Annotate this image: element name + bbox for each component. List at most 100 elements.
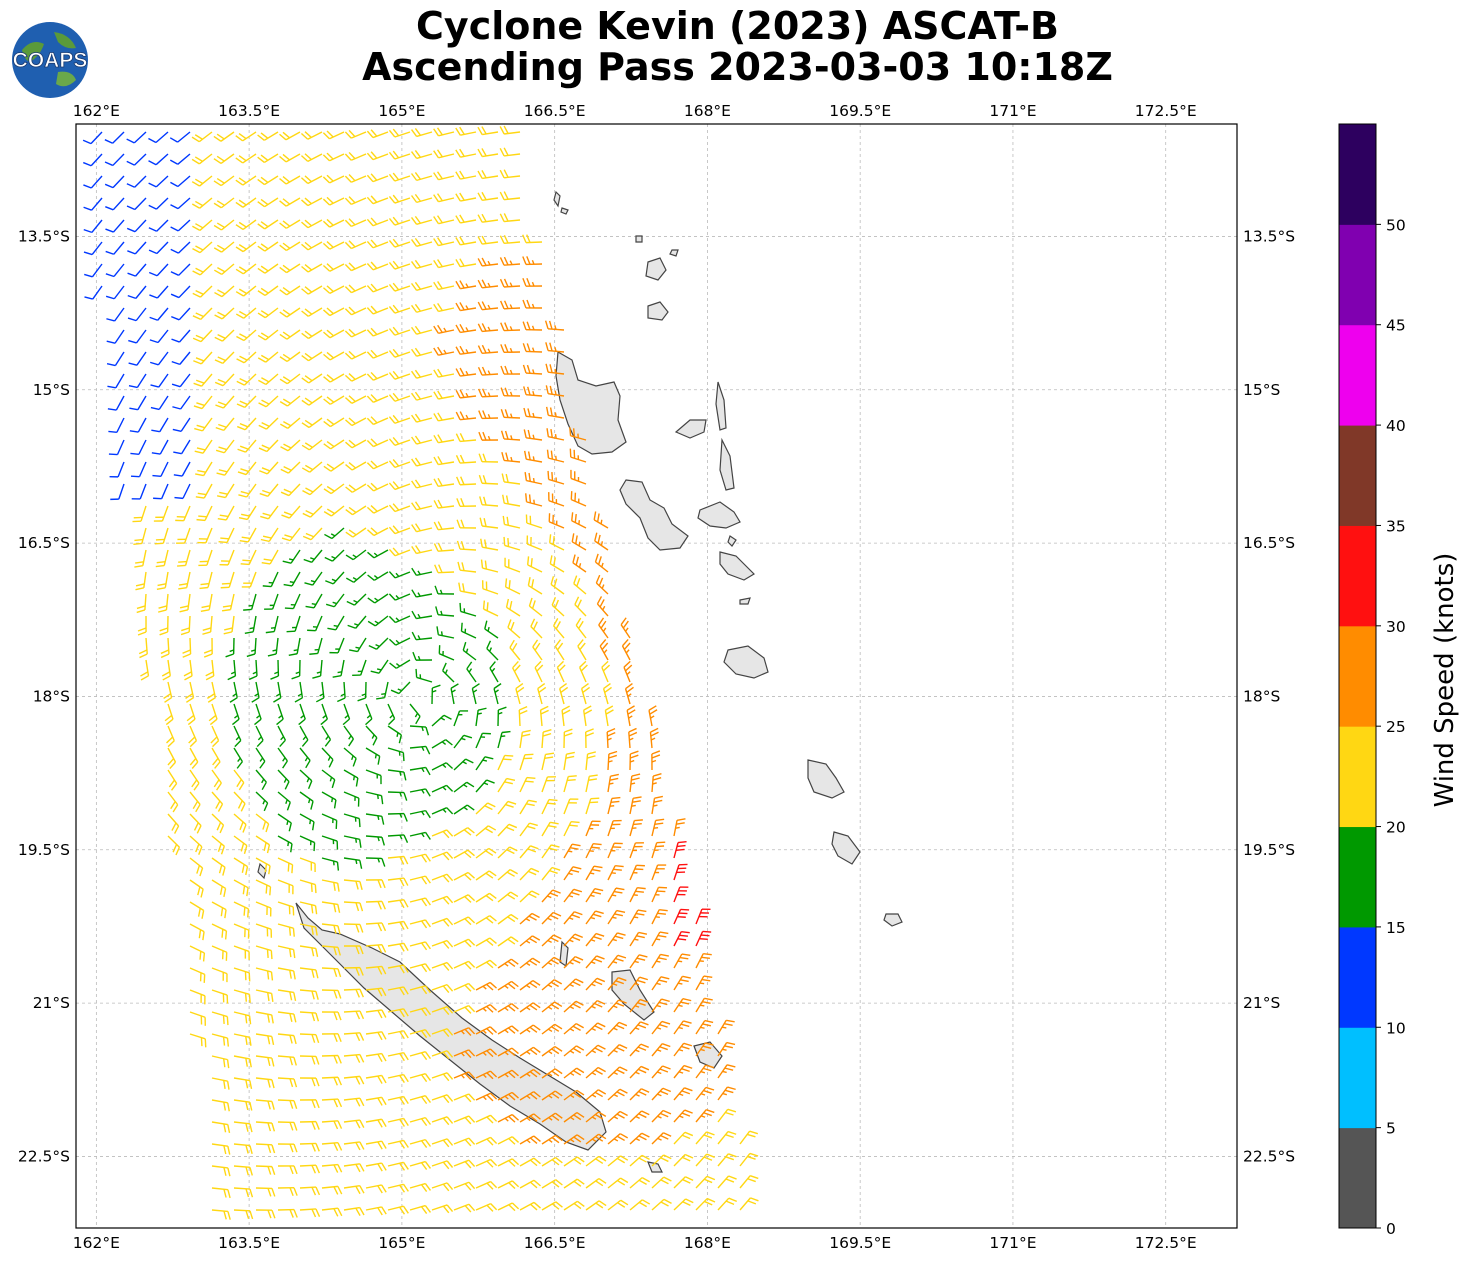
wind-barb <box>344 151 367 161</box>
wind-barb <box>519 799 537 815</box>
wind-barb <box>673 863 688 881</box>
wind-barb <box>717 1108 737 1123</box>
wind-barb <box>343 813 361 828</box>
wind-barb <box>607 977 627 991</box>
wind-barb <box>478 431 499 441</box>
wind-barb <box>344 240 367 250</box>
wind-barb <box>431 895 454 905</box>
wind-barb <box>130 439 147 456</box>
wind-barb <box>322 196 345 206</box>
wind-barb <box>299 989 319 1000</box>
wind-barb <box>433 368 455 378</box>
wind-barb <box>211 901 227 919</box>
wind-barb <box>106 307 125 322</box>
wind-barb <box>651 909 668 925</box>
wind-barb <box>431 873 454 883</box>
wind-barb <box>411 391 433 401</box>
wind-barb <box>140 659 150 681</box>
wind-barb <box>695 1131 715 1145</box>
wind-barb <box>321 1120 343 1130</box>
wind-barb <box>321 1033 342 1043</box>
wind-barb <box>629 931 648 947</box>
wind-barb <box>523 386 543 397</box>
wind-barb <box>453 849 475 859</box>
wind-barb <box>211 1055 230 1069</box>
wind-barb <box>233 1055 252 1068</box>
wind-barb <box>298 703 306 726</box>
wind-barb <box>525 514 543 529</box>
wind-barb <box>528 597 543 617</box>
wind-barb <box>519 1046 541 1057</box>
wind-barb <box>629 1065 650 1079</box>
wind-barb <box>109 461 125 478</box>
wind-barb <box>563 728 573 749</box>
wind-barb <box>255 989 274 1002</box>
wind-barb <box>322 241 345 250</box>
wind-barb <box>133 527 147 545</box>
wind-barb <box>193 373 213 387</box>
wind-barb <box>255 1055 275 1067</box>
wind-barb <box>211 1165 231 1177</box>
wind-barb <box>409 1029 432 1039</box>
wind-barb <box>220 571 235 589</box>
wind-barb <box>497 1069 519 1079</box>
wind-barb <box>366 239 389 249</box>
wind-barb <box>409 1007 432 1017</box>
wind-barb <box>561 705 571 727</box>
wind-barb <box>507 619 521 639</box>
wind-barb <box>283 571 301 587</box>
wind-barb <box>321 1098 343 1108</box>
plot-frame <box>75 123 1238 1229</box>
wind-barb <box>216 483 235 499</box>
wind-barb <box>343 1010 365 1020</box>
wind-barb <box>170 197 191 210</box>
wind-barb <box>255 1099 275 1110</box>
wind-barb <box>299 1208 321 1218</box>
wind-barb <box>673 1176 694 1189</box>
colorbar-tick-label: 35 <box>1386 517 1406 535</box>
wind-barb <box>541 911 562 925</box>
wind-barb <box>522 364 543 375</box>
wind-barb <box>455 389 477 399</box>
wind-barb <box>519 867 540 881</box>
wind-barb <box>149 285 169 299</box>
wind-barb <box>279 241 301 252</box>
plot-title: Cyclone Kevin (2023) ASCAT-B Ascending P… <box>0 6 1475 88</box>
wind-barb <box>541 1179 563 1189</box>
wind-barb <box>411 501 433 511</box>
wind-barb <box>673 1131 694 1145</box>
wind-barb <box>475 1180 498 1190</box>
wind-barb <box>519 845 539 859</box>
wind-barb <box>475 870 497 881</box>
wind-barb <box>303 549 323 563</box>
colorbar-segment <box>1339 625 1376 727</box>
wind-barb <box>366 349 389 359</box>
wind-barb <box>475 1004 498 1013</box>
island-walpole <box>693 1041 723 1069</box>
wind-barb <box>651 886 668 903</box>
wind-barb <box>344 328 367 338</box>
wind-barb <box>343 747 357 767</box>
wind-barb <box>322 174 345 184</box>
wind-barb <box>148 263 169 277</box>
wind-barb <box>387 877 409 887</box>
colorbar-segment <box>1339 1027 1376 1129</box>
wind-barb <box>624 682 634 705</box>
wind-barb <box>410 303 433 313</box>
wind-barb <box>651 1198 672 1211</box>
colorbar-tick-label: 20 <box>1386 819 1406 837</box>
wind-barb <box>279 175 301 185</box>
wind-barb <box>149 329 169 344</box>
wind-barb <box>585 977 606 991</box>
wind-barb <box>321 1076 342 1086</box>
wind-barb <box>365 1009 387 1019</box>
wind-barb <box>255 1033 275 1046</box>
wind-barb <box>211 791 224 812</box>
wind-barb <box>321 857 340 871</box>
wind-barb <box>387 725 402 744</box>
wind-barb <box>277 989 297 1001</box>
wind-barb <box>607 999 627 1013</box>
wind-barb <box>164 703 174 726</box>
wind-barb <box>522 234 543 244</box>
wind-barb <box>388 593 411 601</box>
